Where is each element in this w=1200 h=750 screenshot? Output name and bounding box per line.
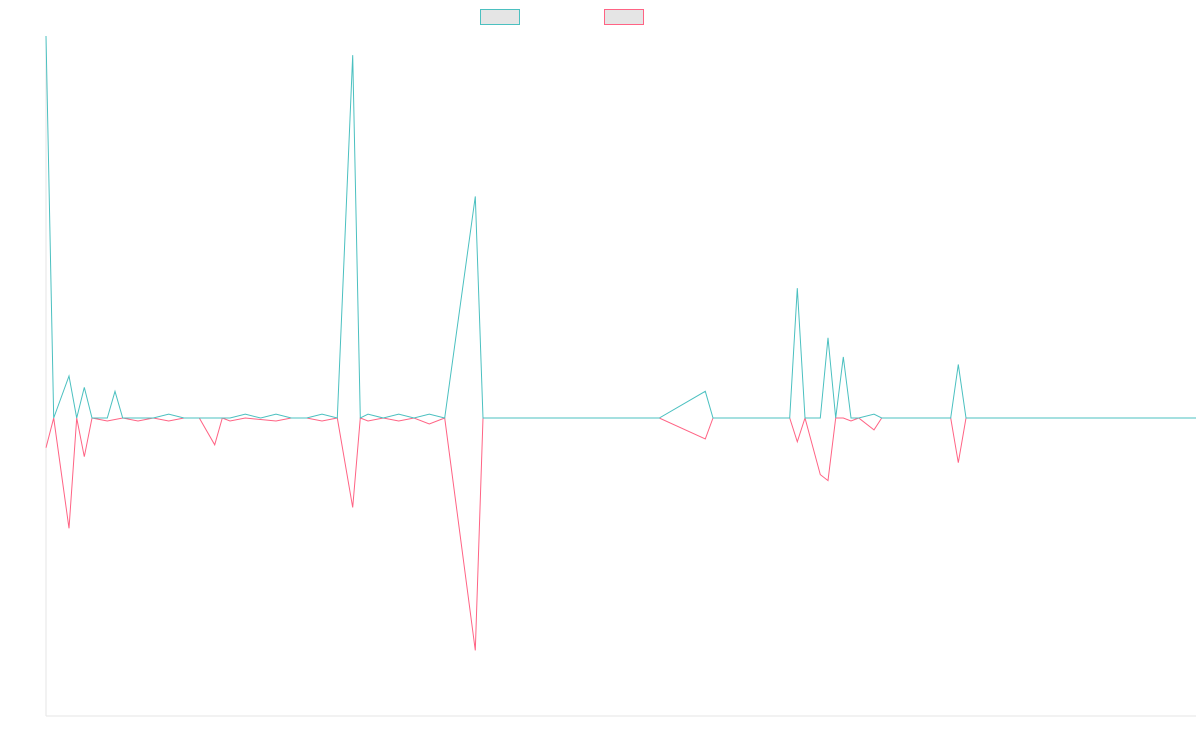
series-2-line xyxy=(45,416,1196,651)
series-1-line xyxy=(45,35,1196,419)
legend-item-2[interactable] xyxy=(604,9,644,25)
series-layer xyxy=(45,35,1196,651)
legend-item-1[interactable] xyxy=(480,9,520,25)
